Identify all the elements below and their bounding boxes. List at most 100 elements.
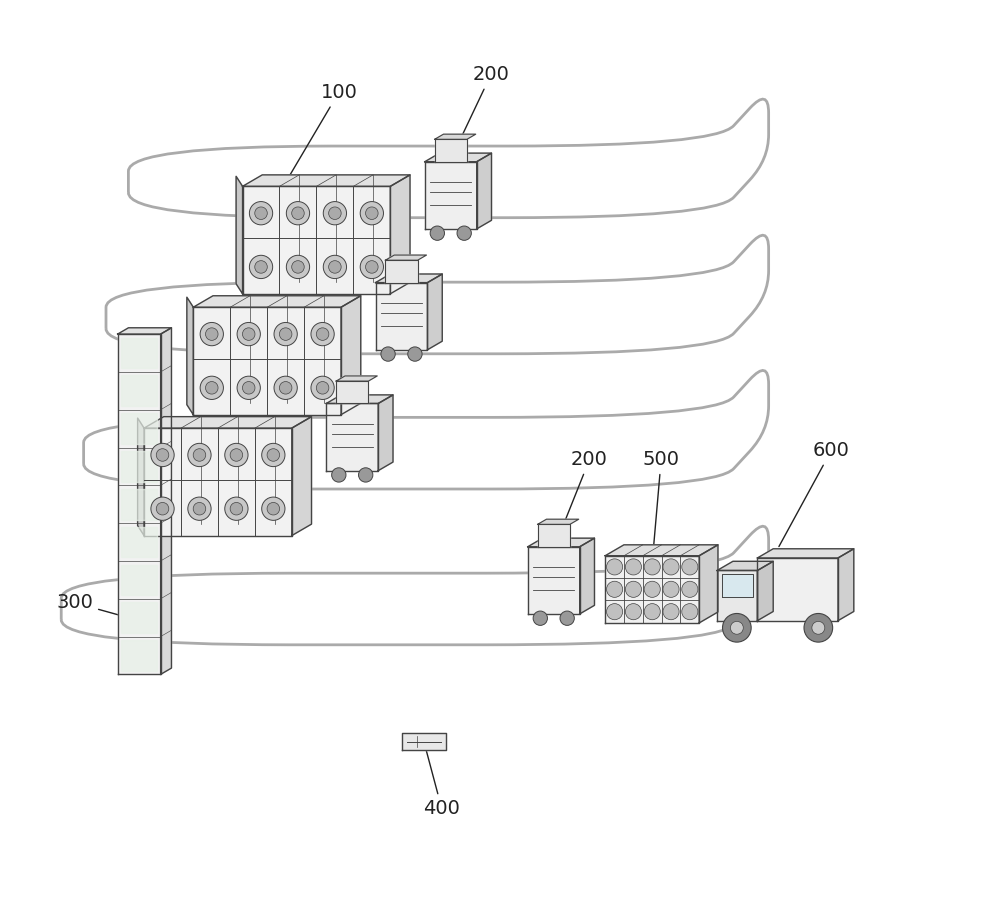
Polygon shape [193, 307, 341, 414]
Circle shape [188, 497, 211, 521]
Circle shape [237, 377, 260, 399]
Circle shape [242, 328, 255, 341]
Circle shape [292, 260, 304, 273]
Polygon shape [236, 177, 243, 294]
Circle shape [279, 328, 292, 341]
Circle shape [625, 581, 641, 597]
Polygon shape [385, 260, 418, 283]
Circle shape [200, 377, 223, 399]
Polygon shape [435, 140, 467, 161]
Polygon shape [144, 428, 292, 535]
Circle shape [316, 328, 329, 341]
Circle shape [242, 381, 255, 394]
Circle shape [625, 559, 641, 575]
Circle shape [812, 622, 825, 634]
Polygon shape [121, 603, 157, 633]
Polygon shape [121, 565, 157, 596]
Polygon shape [292, 416, 312, 535]
Polygon shape [341, 296, 361, 414]
Circle shape [644, 604, 660, 620]
Circle shape [607, 604, 623, 620]
Text: 200: 200 [452, 65, 509, 157]
Circle shape [311, 377, 334, 399]
Circle shape [366, 207, 378, 220]
Polygon shape [121, 489, 157, 520]
Circle shape [560, 611, 574, 625]
Circle shape [311, 323, 334, 346]
Polygon shape [699, 545, 718, 623]
Polygon shape [121, 527, 157, 558]
Polygon shape [144, 416, 312, 428]
Polygon shape [717, 570, 757, 621]
Circle shape [262, 497, 285, 521]
Circle shape [381, 347, 395, 361]
Circle shape [292, 207, 304, 220]
Circle shape [457, 226, 471, 241]
Circle shape [366, 260, 378, 273]
Polygon shape [378, 395, 393, 470]
Polygon shape [243, 187, 390, 294]
Polygon shape [390, 175, 410, 294]
Circle shape [255, 207, 267, 220]
Circle shape [430, 226, 444, 241]
Polygon shape [435, 134, 476, 140]
Circle shape [644, 581, 660, 597]
Circle shape [663, 581, 679, 597]
Circle shape [267, 449, 280, 461]
Circle shape [206, 328, 218, 341]
Circle shape [249, 202, 273, 225]
Text: 500: 500 [643, 450, 680, 560]
Circle shape [533, 611, 547, 625]
Circle shape [607, 581, 623, 597]
Circle shape [607, 559, 623, 575]
Polygon shape [757, 549, 854, 558]
Polygon shape [528, 538, 594, 547]
Polygon shape [538, 524, 570, 547]
Circle shape [262, 443, 285, 467]
Circle shape [723, 614, 751, 642]
Circle shape [279, 381, 292, 394]
Circle shape [323, 255, 347, 278]
Text: 600: 600 [779, 441, 850, 547]
Text: 200: 200 [555, 450, 608, 546]
Polygon shape [605, 545, 718, 556]
Polygon shape [118, 334, 161, 674]
Polygon shape [326, 404, 378, 470]
Circle shape [730, 622, 743, 634]
Circle shape [316, 381, 329, 394]
Circle shape [156, 449, 169, 461]
Circle shape [267, 503, 280, 515]
Polygon shape [425, 161, 477, 229]
Circle shape [255, 260, 267, 273]
Circle shape [804, 614, 833, 642]
Circle shape [625, 604, 641, 620]
Polygon shape [757, 561, 773, 621]
Circle shape [682, 559, 698, 575]
Polygon shape [187, 297, 193, 414]
Circle shape [286, 202, 310, 225]
Circle shape [274, 377, 297, 399]
Circle shape [332, 468, 346, 482]
Polygon shape [138, 418, 144, 535]
Circle shape [408, 347, 422, 361]
Polygon shape [477, 153, 491, 229]
Polygon shape [717, 561, 773, 570]
Circle shape [225, 497, 248, 521]
Circle shape [274, 323, 297, 346]
Polygon shape [402, 733, 446, 750]
Polygon shape [326, 395, 393, 404]
Polygon shape [243, 175, 410, 187]
Polygon shape [425, 153, 491, 161]
Circle shape [237, 323, 260, 346]
Circle shape [329, 260, 341, 273]
Polygon shape [121, 640, 157, 670]
Circle shape [360, 202, 383, 225]
Circle shape [230, 449, 243, 461]
Circle shape [644, 559, 660, 575]
Polygon shape [193, 296, 361, 307]
Circle shape [360, 255, 383, 278]
Polygon shape [528, 547, 580, 614]
Polygon shape [336, 376, 377, 381]
Polygon shape [121, 414, 157, 444]
Polygon shape [385, 255, 426, 260]
